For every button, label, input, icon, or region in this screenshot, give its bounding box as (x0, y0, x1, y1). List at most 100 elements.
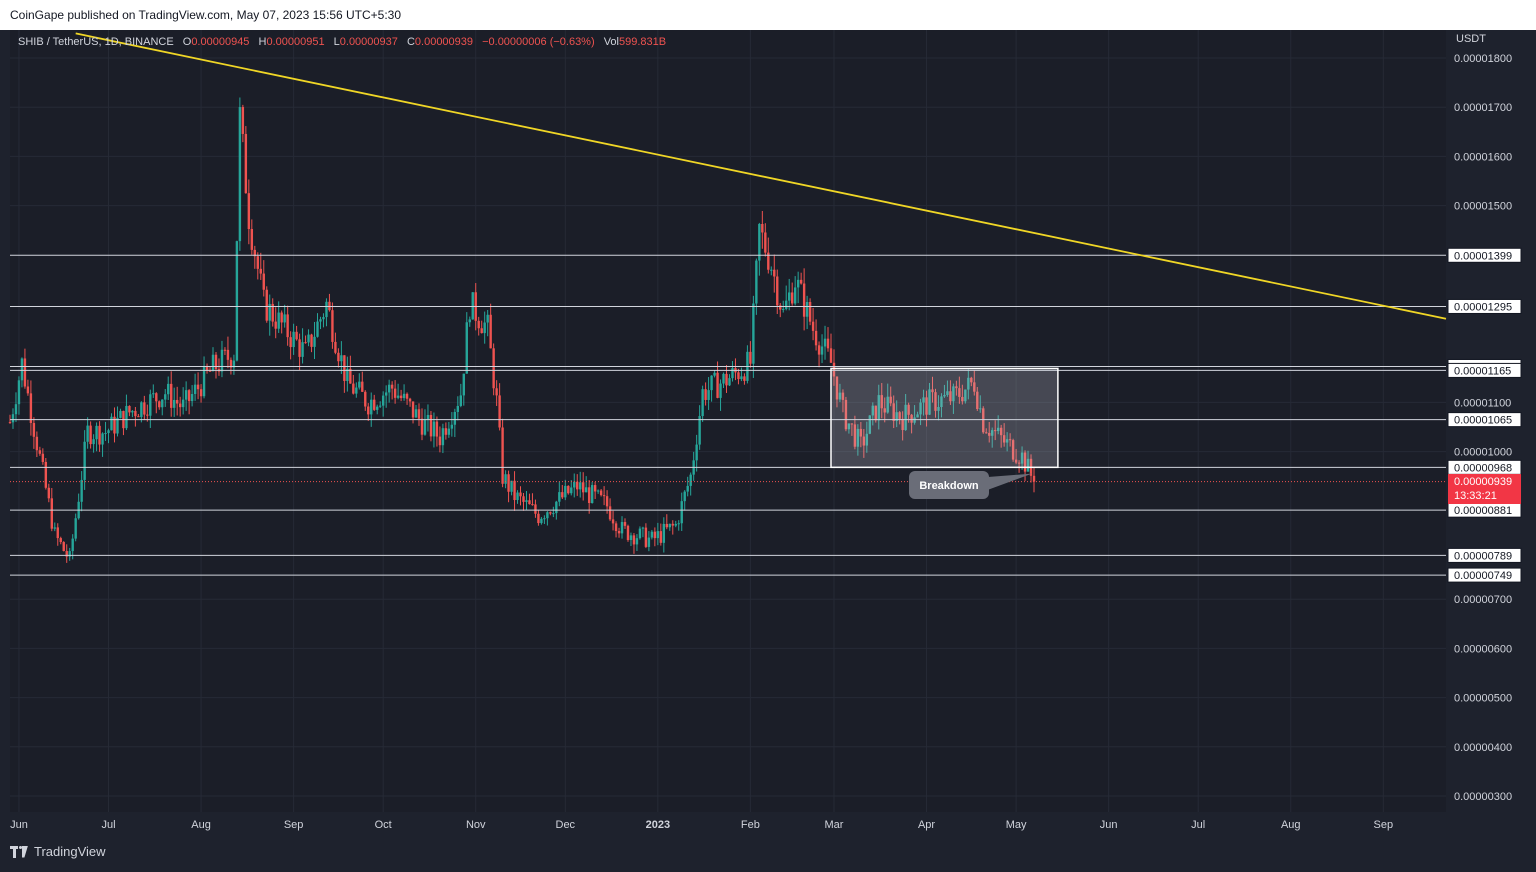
candle-body (432, 421, 436, 437)
candle-body (250, 229, 254, 250)
candle-body (178, 403, 182, 408)
x-tick-label: Feb (741, 819, 760, 831)
y-tick-label: 0.00001100 (1454, 397, 1511, 409)
candle-body (859, 428, 863, 437)
candle-body (773, 269, 776, 277)
candle-body (880, 395, 883, 409)
candle-body (229, 359, 233, 368)
candle-body (426, 414, 430, 420)
candle-body (95, 425, 98, 440)
candle-body (537, 513, 540, 524)
x-tick-label: Oct (375, 819, 392, 831)
candle-body (680, 501, 683, 524)
candle-body (847, 423, 851, 430)
candle-body (387, 384, 391, 393)
candle-body (146, 414, 149, 416)
candle-body (316, 321, 319, 337)
candle-body (761, 223, 764, 233)
candle-body (695, 444, 698, 461)
candle-body (922, 397, 925, 403)
candle-body (737, 372, 740, 380)
candle-body (349, 368, 352, 384)
candle-body (17, 380, 21, 405)
candle-body (996, 427, 1000, 432)
x-tick-label: Jul (101, 819, 115, 831)
candle-body (674, 523, 677, 526)
level-label: 0.00000968 (1454, 462, 1512, 474)
candle-body (223, 349, 227, 351)
candle-body (364, 391, 367, 407)
candle-body (776, 276, 779, 306)
candle-body (456, 405, 460, 412)
candle-body (937, 407, 940, 411)
candle-body (86, 425, 89, 442)
tradingview-logo[interactable]: TradingView (10, 844, 106, 859)
candle-body (626, 525, 630, 541)
candle-body (955, 386, 958, 389)
candle-body (785, 300, 788, 309)
candle-body (32, 422, 36, 437)
candle-body (438, 436, 442, 446)
candle-body (1005, 439, 1009, 443)
open-label: O (182, 36, 192, 48)
candle-body (149, 394, 152, 416)
candle-body (970, 377, 973, 383)
candle-body (599, 490, 603, 496)
candle-body (943, 394, 946, 397)
candle-body (988, 432, 991, 436)
candle-body (89, 425, 92, 445)
candle-body (20, 358, 24, 381)
candle-body (856, 428, 860, 447)
candle-body (540, 518, 543, 524)
candle-body (919, 402, 922, 415)
tradingview-logo-icon (10, 845, 30, 858)
publisher-banner: CoinGape published on TradingView.com, M… (0, 0, 1536, 30)
candle-body (319, 319, 322, 322)
candle-body (411, 401, 415, 418)
candle-body (38, 450, 42, 454)
candle-body (710, 375, 713, 391)
candle-body (367, 406, 370, 415)
candle-body (677, 523, 680, 525)
candle-body (196, 384, 200, 390)
candle-body (235, 241, 239, 361)
candle-body (453, 411, 457, 425)
candle-body (767, 252, 770, 270)
publisher-text: CoinGape published on TradingView.com, M… (10, 8, 402, 22)
candle-body (164, 394, 167, 400)
candle-body (802, 283, 806, 317)
candle-body (982, 408, 985, 433)
candle-body (555, 501, 558, 514)
candle-body (247, 193, 251, 230)
candle-body (390, 384, 394, 389)
candle-body (647, 537, 651, 547)
candle-body (492, 348, 495, 389)
candle-body (226, 349, 230, 360)
candle-body (340, 355, 343, 362)
candle-body (140, 402, 143, 418)
candle-body (113, 416, 116, 434)
candle-body (811, 321, 815, 331)
candle-body (376, 406, 379, 410)
candle-body (832, 362, 836, 377)
level-label: 0.00001399 (1454, 250, 1512, 262)
candle-body (567, 485, 570, 494)
candle-body (190, 394, 194, 402)
candle-body (471, 292, 474, 320)
candle-body (396, 395, 400, 398)
candle-body (256, 256, 259, 269)
close-value: 0.00000939 (414, 36, 474, 48)
candle-body (405, 393, 409, 399)
y-tick-label: 0.00001600 (1454, 151, 1512, 163)
candle-body (101, 433, 104, 445)
candle-body (337, 352, 340, 362)
candle-body (119, 410, 122, 418)
candle-body (749, 351, 752, 364)
candle-body (782, 308, 785, 310)
chart-pane[interactable] (10, 30, 1446, 812)
candle-body (435, 421, 439, 437)
footer-bar: TradingView (0, 832, 1536, 872)
breakdown-callout (909, 471, 989, 499)
candle-body (1002, 435, 1006, 443)
